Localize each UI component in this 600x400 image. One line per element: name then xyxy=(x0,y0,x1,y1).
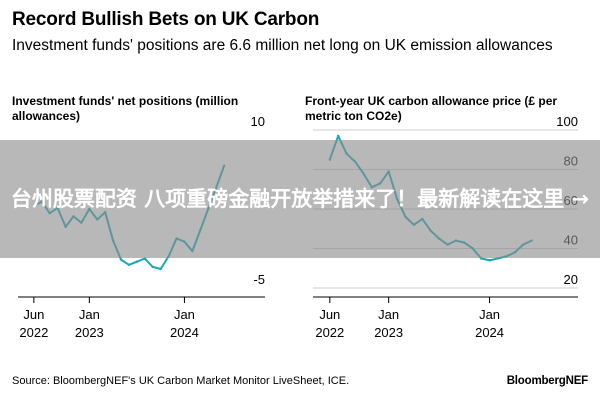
data-point xyxy=(151,265,154,269)
x-tick-label-month: Jan xyxy=(79,307,100,322)
x-tick-label-month: Jun xyxy=(23,307,44,322)
data-point xyxy=(119,258,123,261)
promo-banner-text[interactable]: 台州股票配资 八项重磅金融开放举措来了！最新解读在这里 → xyxy=(10,187,590,211)
brand-logo: BloombergNEF xyxy=(506,375,588,387)
x-tick-label-month: Jan xyxy=(479,307,500,322)
y-tick-label: 100 xyxy=(556,114,578,129)
promo-banner[interactable]: 台州股票配资 八项重磅金融开放举措来了！最新解读在这里 → xyxy=(0,140,600,258)
y-tick-label: -5 xyxy=(253,272,265,287)
x-tick-label-month: Jun xyxy=(319,307,340,322)
data-point xyxy=(159,267,162,271)
left-panel-title: Investment funds' net positions (million… xyxy=(12,94,239,123)
chart-subtitle: Investment funds' positions are 6.6 mill… xyxy=(12,37,553,54)
y-tick-label: 10 xyxy=(251,114,265,129)
x-tick-label-month: Jan xyxy=(378,307,399,322)
data-point xyxy=(135,260,139,263)
x-tick-label-year: 2024 xyxy=(475,325,504,340)
data-point xyxy=(127,263,131,267)
x-tick-label-month: Jan xyxy=(174,307,195,322)
y-tick-label: 20 xyxy=(564,272,578,287)
data-point xyxy=(337,134,340,138)
right-panel-title: Front-year UK carbon allowance price (£ … xyxy=(305,94,558,123)
data-point xyxy=(488,259,491,262)
x-tick-label-year: 2022 xyxy=(19,325,48,340)
chart-title: Record Bullish Bets on UK Carbon xyxy=(12,9,320,30)
x-tick-label-year: 2023 xyxy=(75,325,104,340)
source-note: Source: BloombergNEF's UK Carbon Market … xyxy=(12,375,350,387)
x-tick-label-year: 2022 xyxy=(315,325,344,340)
x-tick-label-year: 2023 xyxy=(374,325,403,340)
x-tick-label-year: 2024 xyxy=(170,325,199,340)
